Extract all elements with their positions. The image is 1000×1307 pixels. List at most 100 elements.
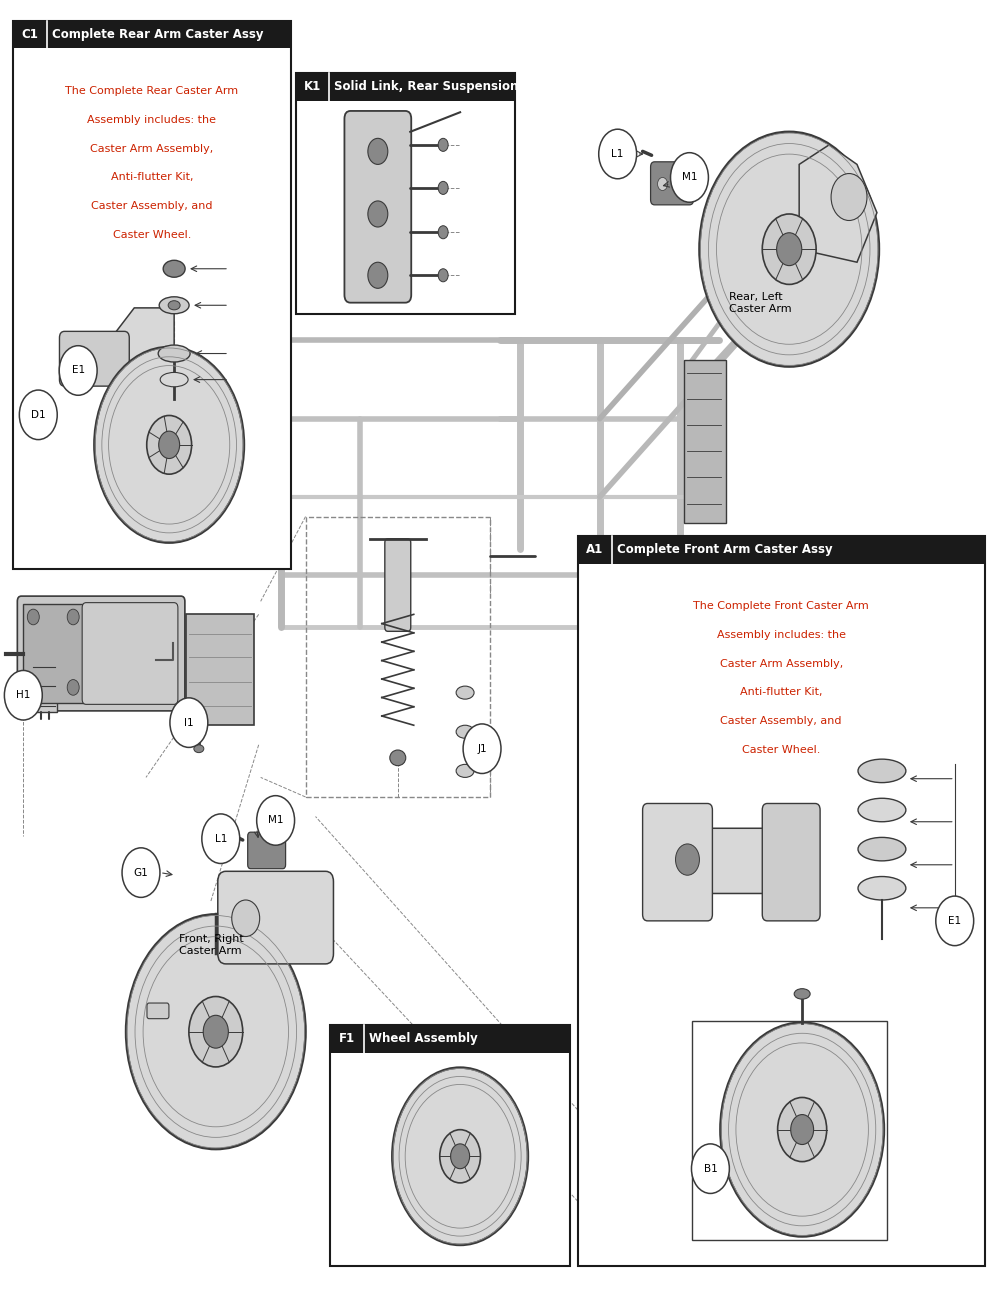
Circle shape — [451, 1144, 470, 1168]
Ellipse shape — [456, 725, 474, 738]
Circle shape — [392, 1068, 528, 1246]
Circle shape — [19, 389, 57, 439]
Text: The Complete Front Caster Arm: The Complete Front Caster Arm — [693, 601, 869, 612]
Text: L1: L1 — [215, 834, 227, 844]
Circle shape — [126, 915, 306, 1149]
FancyBboxPatch shape — [643, 804, 712, 921]
FancyBboxPatch shape — [17, 596, 185, 711]
Text: J1: J1 — [477, 744, 487, 754]
Circle shape — [67, 680, 79, 695]
Ellipse shape — [160, 372, 188, 387]
Ellipse shape — [163, 260, 185, 277]
Circle shape — [159, 431, 180, 459]
Text: F1: F1 — [339, 1033, 355, 1046]
FancyBboxPatch shape — [23, 604, 85, 703]
FancyBboxPatch shape — [296, 73, 515, 101]
Circle shape — [122, 848, 160, 898]
FancyBboxPatch shape — [13, 21, 291, 569]
Ellipse shape — [794, 988, 810, 999]
Circle shape — [831, 174, 867, 221]
Circle shape — [463, 724, 501, 774]
Text: H1: H1 — [16, 690, 31, 701]
Text: K1: K1 — [304, 80, 321, 93]
Ellipse shape — [159, 297, 189, 314]
Circle shape — [147, 416, 192, 474]
Circle shape — [791, 1115, 814, 1145]
FancyBboxPatch shape — [385, 538, 411, 631]
Circle shape — [777, 233, 802, 265]
Circle shape — [368, 263, 388, 289]
Ellipse shape — [858, 759, 906, 783]
Circle shape — [440, 1129, 480, 1183]
Circle shape — [4, 670, 42, 720]
Text: Caster Arm Assembly,: Caster Arm Assembly, — [90, 144, 214, 153]
Circle shape — [94, 346, 244, 542]
Ellipse shape — [858, 799, 906, 822]
Text: E1: E1 — [948, 916, 961, 925]
Text: Wheel Assembly: Wheel Assembly — [369, 1033, 478, 1046]
Text: Caster Assembly, and: Caster Assembly, and — [91, 201, 213, 210]
Circle shape — [699, 132, 879, 366]
Ellipse shape — [438, 182, 448, 195]
Ellipse shape — [438, 269, 448, 282]
Text: M1: M1 — [682, 173, 697, 183]
FancyBboxPatch shape — [186, 614, 254, 725]
Ellipse shape — [438, 139, 448, 152]
Circle shape — [936, 897, 974, 946]
FancyBboxPatch shape — [578, 536, 985, 1266]
Text: B1: B1 — [704, 1163, 717, 1174]
Text: The Complete Rear Caster Arm: The Complete Rear Caster Arm — [65, 86, 239, 97]
Circle shape — [691, 1144, 729, 1193]
Circle shape — [232, 901, 260, 937]
Circle shape — [762, 214, 816, 285]
Circle shape — [368, 139, 388, 165]
Text: Anti-flutter Kit,: Anti-flutter Kit, — [740, 687, 822, 698]
Circle shape — [202, 814, 240, 864]
Text: L1: L1 — [611, 149, 624, 159]
FancyBboxPatch shape — [147, 1002, 169, 1018]
Text: C1: C1 — [22, 29, 39, 41]
Circle shape — [189, 996, 243, 1067]
Text: Caster Arm Assembly,: Caster Arm Assembly, — [720, 659, 843, 669]
Text: Caster Wheel.: Caster Wheel. — [742, 745, 820, 755]
Text: M1: M1 — [268, 816, 283, 826]
FancyBboxPatch shape — [762, 804, 820, 921]
Circle shape — [67, 609, 79, 625]
Circle shape — [778, 1098, 827, 1162]
FancyBboxPatch shape — [578, 536, 985, 563]
FancyBboxPatch shape — [82, 603, 178, 704]
Circle shape — [27, 680, 39, 695]
Text: Rear, Left
Caster Arm: Rear, Left Caster Arm — [729, 293, 792, 314]
Text: A1: A1 — [586, 544, 603, 557]
FancyBboxPatch shape — [13, 21, 291, 48]
FancyBboxPatch shape — [330, 1025, 570, 1052]
FancyBboxPatch shape — [31, 647, 57, 712]
Text: G1: G1 — [134, 868, 148, 877]
FancyBboxPatch shape — [296, 73, 515, 315]
Text: I1: I1 — [184, 718, 194, 728]
Text: Caster Assembly, and: Caster Assembly, and — [720, 716, 842, 727]
Ellipse shape — [168, 301, 180, 310]
Ellipse shape — [858, 877, 906, 901]
Ellipse shape — [390, 750, 406, 766]
Ellipse shape — [438, 226, 448, 239]
Circle shape — [599, 129, 637, 179]
Text: Complete Rear Arm Caster Assy: Complete Rear Arm Caster Assy — [52, 29, 264, 41]
FancyBboxPatch shape — [344, 111, 411, 303]
Text: D1: D1 — [31, 410, 46, 420]
FancyBboxPatch shape — [651, 162, 693, 205]
Text: Assembly includes: the: Assembly includes: the — [717, 630, 846, 640]
Text: Solid Link, Rear Suspension: Solid Link, Rear Suspension — [334, 80, 519, 93]
Polygon shape — [799, 145, 877, 263]
Circle shape — [257, 796, 295, 846]
Circle shape — [658, 178, 668, 191]
Ellipse shape — [456, 686, 474, 699]
FancyBboxPatch shape — [248, 833, 286, 869]
Ellipse shape — [456, 765, 474, 778]
Text: Assembly includes: the: Assembly includes: the — [87, 115, 216, 125]
Circle shape — [720, 1022, 884, 1236]
FancyBboxPatch shape — [330, 1025, 570, 1266]
Circle shape — [59, 346, 97, 395]
Text: Anti-flutter Kit,: Anti-flutter Kit, — [111, 173, 193, 182]
Text: Front, Right
Caster Arm: Front, Right Caster Arm — [179, 935, 244, 955]
